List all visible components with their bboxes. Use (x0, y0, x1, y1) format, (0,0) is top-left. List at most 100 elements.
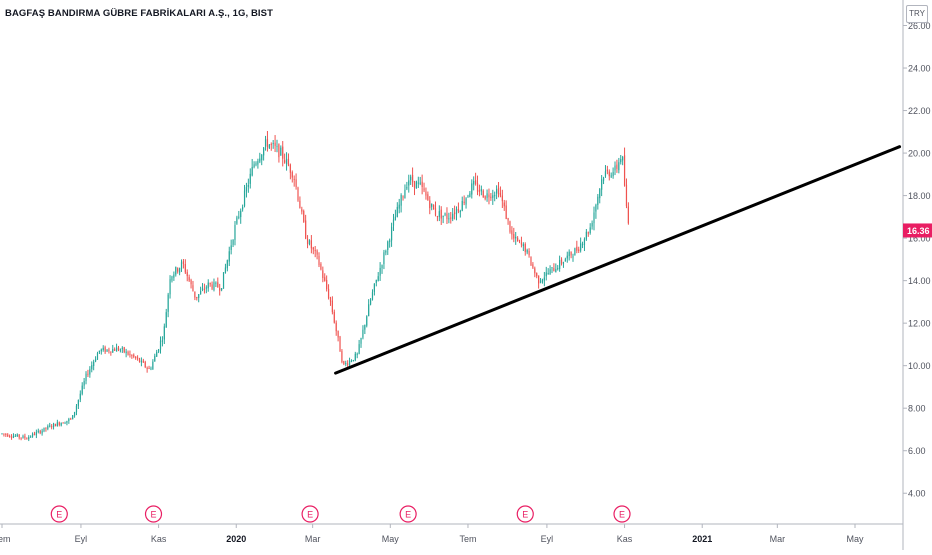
candle-body (318, 255, 320, 265)
candle (200, 286, 202, 295)
candle (28, 435, 30, 442)
candle-body (585, 231, 587, 240)
earnings-marker[interactable]: E (50, 505, 68, 523)
candle (127, 350, 129, 356)
candle-body (620, 159, 622, 163)
candle-body (320, 263, 322, 270)
candle-body (562, 262, 565, 264)
candle-body (192, 285, 194, 292)
candle (513, 227, 515, 243)
candle (362, 325, 364, 340)
candle (572, 253, 574, 262)
candle (601, 175, 603, 197)
candle (331, 296, 333, 315)
time-tick-label: Kas (617, 534, 633, 544)
candle-body (121, 347, 123, 349)
candle (335, 320, 337, 336)
candle-body (205, 287, 207, 289)
price-tick-label: 14.00 (908, 276, 931, 286)
candle (499, 186, 502, 198)
candle (261, 153, 263, 166)
candle (10, 434, 13, 440)
candle (159, 336, 162, 354)
candle (43, 427, 45, 433)
candle (66, 420, 68, 426)
candle-body (327, 288, 330, 298)
earnings-marker[interactable]: E (516, 505, 534, 523)
time-tick-label: 2020 (226, 534, 246, 544)
candle-body (390, 226, 393, 241)
candle (312, 246, 314, 255)
candle (570, 251, 572, 259)
earnings-marker[interactable]: E (144, 505, 163, 523)
candle-body (408, 180, 410, 186)
candle (408, 174, 410, 193)
price-tick-label: 4.00 (908, 489, 926, 499)
candle (156, 349, 158, 357)
candle-body (597, 196, 599, 205)
candle-body (417, 182, 419, 184)
candle-body (423, 188, 425, 191)
candle (625, 178, 628, 209)
time-tick-label: May (382, 534, 400, 544)
candle-body (33, 433, 36, 436)
candle (360, 337, 362, 348)
candle-body (345, 363, 347, 365)
candle-body (551, 267, 553, 269)
candle-body (308, 240, 311, 245)
candle-body (610, 175, 612, 177)
candle-body (75, 405, 78, 413)
candle (356, 352, 358, 359)
price-axis[interactable]: 4.00 6.00 8.00 10.00 12.00 14.00 16.00 18.00 20.… (902, 0, 931, 550)
candle (175, 266, 177, 277)
candle (549, 265, 551, 275)
earnings-marker[interactable]: E (301, 505, 319, 523)
candle-body (476, 183, 479, 192)
candle-body (236, 217, 238, 224)
candle (14, 433, 16, 437)
candle (578, 246, 580, 254)
candle-body (341, 351, 343, 363)
candle (293, 175, 295, 187)
candle-body (177, 268, 179, 272)
candle-body (133, 354, 135, 357)
trendline[interactable] (334, 145, 902, 375)
candle (471, 179, 473, 199)
candle (224, 263, 227, 274)
candle-body (207, 282, 209, 289)
candle (606, 165, 608, 175)
candle (446, 207, 448, 225)
candle (369, 298, 372, 306)
earnings-marker[interactable]: E (613, 505, 631, 523)
candle-body (18, 434, 20, 438)
candle-body (127, 351, 129, 355)
candle (305, 214, 307, 240)
candle-body (625, 184, 628, 207)
candle-body (623, 155, 626, 186)
earnings-marker[interactable]: E (399, 505, 417, 523)
candle (169, 275, 171, 299)
candle-body (37, 430, 39, 432)
candle-body (94, 359, 97, 362)
candle-body (100, 349, 102, 352)
candle-body (438, 211, 440, 218)
time-axis[interactable]: Tem Eyl Kas 2020 Mar May Tem Eyl Kas 2021 Mar May (0, 523, 903, 544)
candle-body (117, 347, 120, 351)
candle (272, 140, 274, 149)
candle (482, 189, 484, 198)
candle-body (31, 433, 34, 437)
candle-body (324, 277, 326, 281)
candle (268, 144, 270, 150)
candle (274, 135, 276, 153)
trendline-layer[interactable] (334, 145, 902, 375)
candle (121, 346, 123, 353)
candle-body (326, 280, 328, 290)
candle-body (278, 144, 280, 158)
candle-body (179, 268, 181, 273)
candle-body (264, 139, 267, 147)
candles-layer (1, 131, 629, 442)
candle-body (410, 176, 412, 181)
currency-badge[interactable]: TRY (906, 5, 928, 23)
